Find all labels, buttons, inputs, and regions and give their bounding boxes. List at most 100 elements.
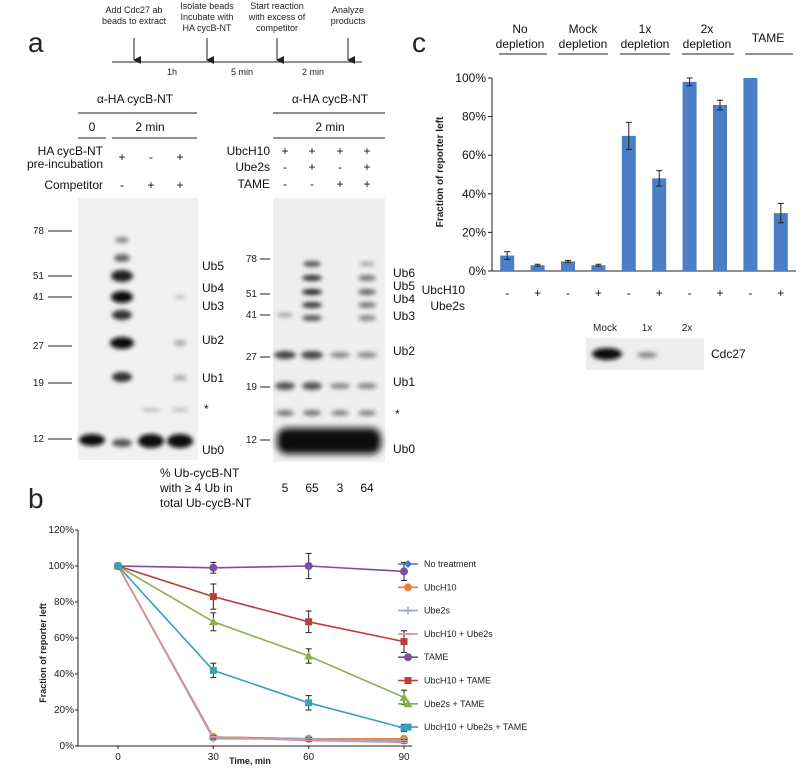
- timeline-interval-1: 1h: [167, 67, 177, 77]
- pct-label-3: total Ub-cycB-NT: [160, 496, 252, 510]
- ub6-right-label: Ub6: [393, 266, 415, 280]
- chart-c-sign: +: [595, 286, 602, 300]
- chart-b-marker: [404, 560, 412, 568]
- blot-left-time-2: 2 min: [135, 120, 164, 134]
- legend-b: No treatment UbcH10 Ube2s UbcH10 + Ube2s TAM…: [398, 559, 527, 732]
- chart-b-marker: [404, 723, 412, 731]
- panel-c-group-headers: No depletion Mock depletion 1x depletion…: [496, 22, 793, 55]
- ubch10-sign-2: +: [308, 144, 315, 158]
- timeline-interval-2: 5 min: [231, 67, 253, 77]
- chart-c-sign: -: [505, 286, 509, 300]
- chart-c-sign: -: [688, 286, 692, 300]
- blot-right-title: α-HA cycB-NT: [292, 92, 369, 106]
- blot-left-image: [78, 198, 198, 460]
- group-mock-1: Mock: [569, 22, 599, 36]
- legend-label: UbcH10 + Ube2s + TAME: [424, 722, 527, 732]
- legend-label: UbcH10 + Ube2s: [424, 629, 493, 639]
- chart-b-marker: [305, 699, 313, 707]
- ub3-label: Ub3: [202, 299, 224, 313]
- star-label: *: [204, 402, 209, 416]
- tame-sign-4: +: [363, 177, 370, 191]
- bar-chart-c: Fraction of reporter left 0% 20% 40% 60% 80%…: [435, 71, 796, 278]
- blot-left-title: α-HA cycB-NT: [97, 92, 174, 106]
- cdc27-label: Cdc27: [711, 347, 746, 361]
- timeline-step-1b: beads to extract: [102, 16, 167, 26]
- blot-left-header: α-HA cycB-NT 0 2 min HA cycB-NT pre-incu…: [27, 92, 197, 192]
- group-no-2: depletion: [496, 37, 545, 51]
- pct-label-1: % Ub-cycB-NT: [160, 466, 240, 480]
- timeline: Add Cdc27 ab beads to extract Isolate be…: [102, 1, 366, 77]
- comp-sign-3: +: [176, 178, 183, 192]
- mw-51: 51: [33, 271, 45, 282]
- group-no-1: No: [512, 22, 528, 36]
- chart-b-ytick: 80%: [54, 597, 74, 608]
- comp-sign-2: +: [147, 178, 154, 192]
- chart-b-xtick: 90: [398, 752, 410, 763]
- timeline-step-1a: Add Cdc27 ab: [105, 5, 162, 15]
- chart-c-bar: [773, 213, 788, 271]
- chart-b-xtick: 60: [303, 752, 315, 763]
- mw-right-41: 41: [246, 310, 258, 321]
- panel-c-letter: c: [412, 27, 426, 58]
- ub4-right-label: Ub4: [393, 292, 415, 306]
- blot-left-time-0: 0: [89, 120, 96, 134]
- group-tame: TAME: [752, 31, 784, 45]
- chart-c-bar: [682, 81, 697, 271]
- chart-c-bar: [530, 265, 545, 271]
- chart-c-sign: -: [566, 286, 570, 300]
- chart-c-bar: [743, 78, 758, 271]
- chart-b-marker: [209, 666, 217, 674]
- chart-b-marker: [400, 724, 408, 732]
- percent-block: % Ub-cycB-NT with ≥ 4 Ub in total Ub-cyc…: [159, 466, 374, 510]
- pct-label-2: with ≥ 4 Ub in: [159, 481, 233, 495]
- chart-c-sign: +: [716, 286, 723, 300]
- blot-right-row-tame: TAME: [238, 177, 270, 191]
- mw-right-27: 27: [246, 352, 258, 363]
- chart-c-bar: [621, 135, 636, 271]
- timeline-step-4b: products: [331, 16, 366, 26]
- chart-c-sign: -: [627, 286, 631, 300]
- group-1x-2: depletion: [621, 37, 670, 51]
- panel-a-letter: a: [28, 27, 44, 58]
- chart-b-series-line: [117, 565, 405, 742]
- ube2s-sign-2: +: [308, 160, 315, 174]
- chart-b-xlabel: Time, min: [229, 756, 271, 766]
- chart-b-marker: [304, 651, 314, 660]
- pct-value-4: 64: [360, 481, 374, 495]
- chart-c-bar: [652, 178, 667, 271]
- chart-b-marker: [404, 653, 412, 662]
- chart-b-marker: [404, 677, 412, 684]
- group-2x-2: depletion: [683, 37, 732, 51]
- pct-value-2: 65: [305, 481, 319, 495]
- legend-label: Ube2s: [424, 606, 451, 616]
- chart-b-marker: [404, 606, 412, 615]
- ub5-right-label: Ub5: [393, 279, 415, 293]
- chart-b-series-line: [117, 565, 405, 744]
- chart-b-marker: [304, 562, 313, 570]
- preinc-sign-3: +: [176, 150, 183, 164]
- chart-c-ylabel: Fraction of reporter left: [435, 116, 446, 227]
- group-1x-1: 1x: [639, 22, 652, 36]
- mw-78: 78: [33, 226, 45, 237]
- ub2-label: Ub2: [202, 333, 224, 347]
- blot-left-row1-label2: pre-incubation: [27, 157, 103, 171]
- tame-sign-1: -: [283, 177, 287, 191]
- chart-c-ytick: 0%: [469, 264, 487, 278]
- ub2-right-label: Ub2: [393, 344, 415, 358]
- chart-c-bar: [713, 105, 727, 272]
- line-chart-b: Fraction of reporter left Time, min 0% 20…: [38, 525, 412, 766]
- group-2x-1: 2x: [701, 22, 714, 36]
- chart-c-sign: +: [777, 286, 784, 300]
- chart-b-ytick: 20%: [54, 705, 74, 716]
- panel-c-signs: - + - + - + - + - +: [505, 286, 784, 300]
- mw-right-12: 12: [246, 435, 258, 446]
- timeline-step-4a: Analyze: [332, 5, 364, 15]
- chart-b-series-line: [117, 565, 405, 742]
- chart-c-sign: +: [534, 286, 541, 300]
- group-mock-2: depletion: [559, 37, 608, 51]
- chart-c-ytick: 60%: [462, 148, 486, 162]
- chart-b-marker: [400, 638, 408, 646]
- timeline-step-3c: competitor: [256, 23, 298, 33]
- tame-sign-2: -: [310, 177, 314, 191]
